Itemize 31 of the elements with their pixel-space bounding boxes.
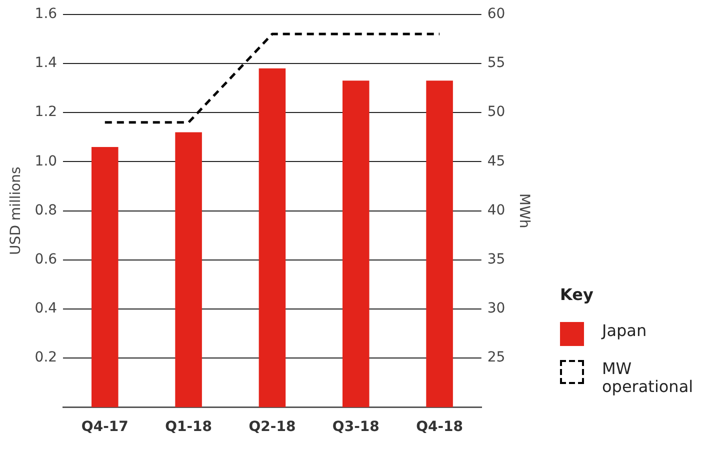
y2-tick-label: 50 xyxy=(487,104,506,120)
bar xyxy=(175,132,202,408)
x-tick-label: Q3-18 xyxy=(332,419,380,436)
x-tick-label: Q2-18 xyxy=(248,419,296,436)
y2-tick-label: 60 xyxy=(487,6,506,22)
y-tick-label: 0.2 xyxy=(34,350,58,366)
y2-tick-label: 45 xyxy=(487,153,506,170)
legend-label: MW operational xyxy=(602,359,694,396)
y2-axis-title: MWh xyxy=(516,193,532,228)
y-tick-label: 1.0 xyxy=(34,153,58,170)
y2-tick-label: 25 xyxy=(487,350,506,366)
y2-tick-label: 35 xyxy=(487,252,506,268)
legend-title: Key xyxy=(560,285,594,304)
bar xyxy=(92,146,118,408)
x-tick-label: Q4-18 xyxy=(416,419,464,436)
bar xyxy=(426,80,453,408)
y2-tick-label: 40 xyxy=(487,202,506,218)
y-tick-label: 0.8 xyxy=(34,202,58,218)
x-tick-label: Q4-17 xyxy=(81,419,128,436)
y-tick-label: 0.6 xyxy=(34,252,58,268)
x-tick-label: Q1-18 xyxy=(165,419,212,436)
y-axis-title: USD millions xyxy=(8,166,24,255)
y2-tick-label: 55 xyxy=(487,55,506,72)
y-tick-label: 0.4 xyxy=(34,300,58,317)
y2-tick-label: 30 xyxy=(487,300,506,317)
legend-label: Japan xyxy=(602,321,648,340)
y-tick-label: 1.6 xyxy=(34,6,58,22)
y-tick-label: 1.2 xyxy=(34,104,58,120)
y-tick-label: 1.4 xyxy=(34,55,58,72)
bar xyxy=(342,80,370,408)
bar xyxy=(258,68,286,408)
